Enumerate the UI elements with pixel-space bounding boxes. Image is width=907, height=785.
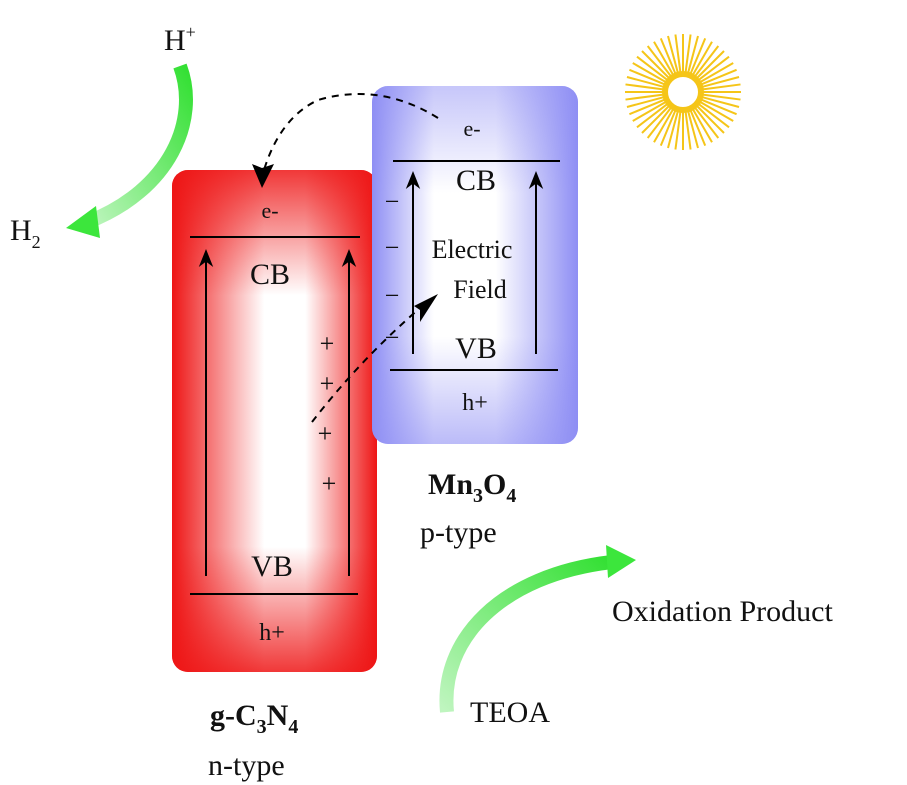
sun-ray <box>694 45 720 77</box>
gcn-charge-1: + <box>320 329 335 358</box>
sun-ray <box>667 111 679 149</box>
sun-ray <box>701 98 737 116</box>
sun-ray <box>646 107 672 139</box>
sun-ray <box>692 41 713 76</box>
sun-ray <box>636 55 668 81</box>
mno-hole-label: h+ <box>462 390 488 416</box>
sun-icon <box>625 34 741 150</box>
sun-ray <box>687 35 699 73</box>
mno-name: Mn3O4 <box>428 468 516 507</box>
sun-ray <box>641 50 670 79</box>
gcn-block: e- CB VB h+ + + + + <box>172 170 377 672</box>
mno-vb-label: VB <box>455 332 497 365</box>
mno-block: e- CB VB h+ − − − − Electric Field <box>372 86 578 444</box>
sun-ray <box>659 110 677 146</box>
sun-ray <box>698 103 730 129</box>
teoa-label: TEOA <box>470 696 550 729</box>
sun-ray <box>684 111 692 150</box>
sun-ray <box>632 62 667 83</box>
oxidation-arrow <box>439 545 636 713</box>
sun-ray <box>653 108 674 143</box>
proton-label: H+ <box>164 22 196 57</box>
gcn-type: n-type <box>208 749 285 782</box>
sun-ray <box>689 110 707 146</box>
sun-ray <box>625 83 664 91</box>
gcn-cb-label: CB <box>250 258 290 291</box>
oxidation-arrow-head <box>606 545 636 578</box>
electric-field-arrow <box>311 307 421 423</box>
sun-ray <box>684 34 692 73</box>
sun-ray <box>692 108 713 143</box>
sun-ray <box>632 101 667 122</box>
sun-ray <box>653 41 674 76</box>
mno-charge-2: − <box>385 233 400 262</box>
electron-transfer-arrowhead <box>252 164 274 188</box>
oxidation-product-label: Oxidation Product <box>612 595 833 628</box>
sun-ray <box>636 103 668 129</box>
gcn-charge-2: + <box>320 369 335 398</box>
sun-ray <box>702 83 741 91</box>
sun-ray <box>626 96 664 108</box>
sun-ray <box>646 45 672 77</box>
sun-ray <box>702 76 740 88</box>
sun-ray <box>659 38 677 74</box>
sun-ray <box>687 111 699 149</box>
mno-type: p-type <box>420 516 497 549</box>
sun-ray <box>694 107 720 139</box>
sun-ray <box>699 101 734 122</box>
sun-ray <box>689 38 707 74</box>
gcn-body-shade <box>172 170 377 672</box>
mno-charge-1: − <box>385 187 400 216</box>
sun-ray <box>674 34 682 73</box>
sun-ray <box>641 105 670 134</box>
h2-arrow-head <box>66 206 100 238</box>
electric-field-arrowhead <box>414 294 438 322</box>
sun-ray <box>629 98 665 116</box>
sun-core <box>662 71 704 113</box>
sun-ray <box>702 96 740 108</box>
sun-ray <box>702 93 741 101</box>
h2-arrow-shaft <box>85 63 193 229</box>
gcn-electron-label: e- <box>261 198 278 223</box>
gcn-name: g-C3N4 <box>210 699 298 738</box>
gcn-charge-4: + <box>322 469 337 498</box>
electron-transfer-arrow <box>263 93 439 171</box>
hydrogen-label: H2 <box>10 214 41 252</box>
mno-body-shade <box>372 86 578 444</box>
sun-ray <box>696 105 725 134</box>
sun-ray <box>699 62 734 83</box>
gcn-charge-3: + <box>318 419 333 448</box>
sun-ray <box>629 68 665 86</box>
sun-ray <box>674 111 682 150</box>
electric-field-label-line1: Electric <box>432 235 513 264</box>
sun-ray <box>625 93 664 101</box>
sun-ray <box>698 55 730 81</box>
hydrogen-evolution-arrow <box>66 63 193 238</box>
sun-ray <box>626 76 664 88</box>
sun-ray <box>667 35 679 73</box>
sun-ray <box>701 68 737 86</box>
mno-charge-4: − <box>385 323 400 352</box>
oxidation-arrow-shaft <box>439 555 613 713</box>
mno-cb-label: CB <box>456 164 496 197</box>
mno-electron-label: e- <box>463 116 480 141</box>
gcn-vb-label: VB <box>251 550 293 583</box>
sun-ray <box>696 50 725 79</box>
electric-field-label-line2: Field <box>453 275 506 304</box>
mno-charge-3: − <box>385 281 400 310</box>
gcn-hole-label: h+ <box>259 620 285 646</box>
